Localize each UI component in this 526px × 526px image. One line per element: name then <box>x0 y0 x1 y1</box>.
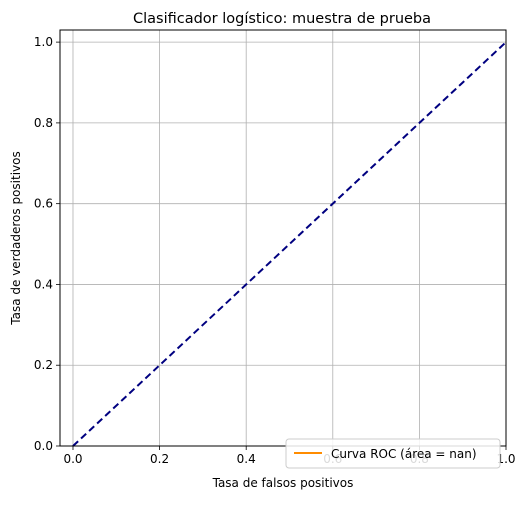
x-axis-label: Tasa de falsos positivos <box>212 476 354 490</box>
series-layer <box>72 41 507 447</box>
legend-box <box>285 438 501 469</box>
y-tick-label: 0.4 <box>34 277 53 291</box>
y-tick-label: 0.0 <box>34 439 53 453</box>
plot-frame <box>59 29 507 447</box>
y-tick-label: 1.0 <box>34 35 53 49</box>
legend: Curva ROC (área = nan) <box>285 438 501 469</box>
y-tick-label: 0.2 <box>34 358 53 372</box>
x-tick-label: 0.2 <box>150 452 169 466</box>
reference-diagonal-line <box>72 41 507 447</box>
chart-title: Clasificador logístico: muestra de prueb… <box>133 11 431 27</box>
x-tick-label: 1.0 <box>496 452 515 466</box>
y-axis: 0.0 0.2 0.4 0.6 0.8 1.0 <box>34 35 60 453</box>
legend-label-roc: Curva ROC (área = nan) <box>331 447 477 461</box>
y-tick-label: 0.8 <box>34 116 53 130</box>
x-tick-label: 0.0 <box>63 452 82 466</box>
y-axis-label: Tasa de verdaderos positivos <box>9 151 23 325</box>
x-tick-label: 0.4 <box>237 452 256 466</box>
y-tick-label: 0.6 <box>34 197 53 211</box>
grid-lines <box>60 30 507 447</box>
